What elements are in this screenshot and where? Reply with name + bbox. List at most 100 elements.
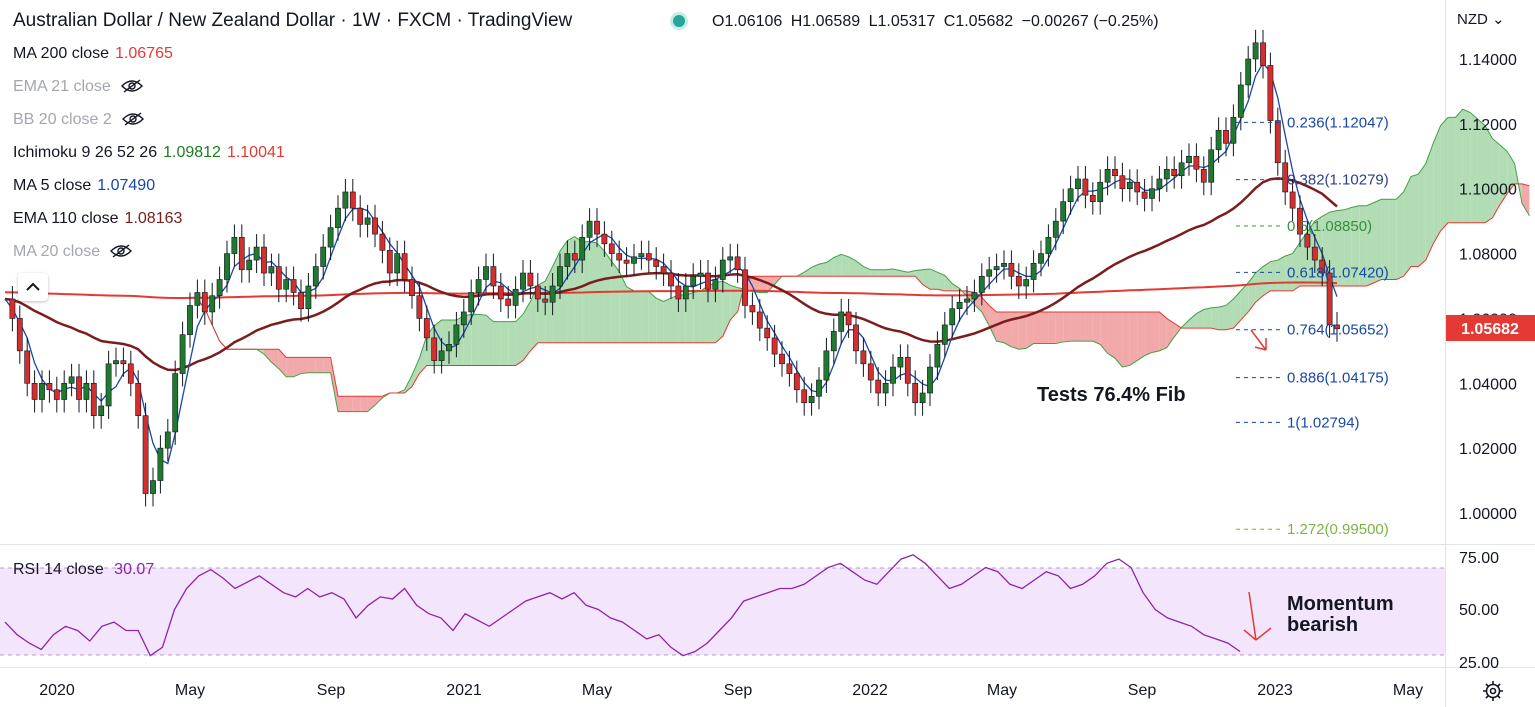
candle-body: [1304, 233, 1311, 248]
kumo-segment: [493, 321, 501, 366]
kumo-segment: [826, 257, 834, 277]
candle-body: [779, 353, 785, 365]
kumo-segment: [730, 285, 738, 321]
kumo-segment: [1396, 191, 1404, 280]
candle-body: [423, 318, 430, 339]
legend-item[interactable]: MA 20 close: [13, 243, 133, 261]
candle-body: [697, 272, 704, 277]
senkou-span-b: [197, 183, 1530, 397]
legend-item[interactable]: MA 200 close 1.06765: [13, 45, 173, 63]
kumo-segment: [604, 251, 612, 343]
legend-label: MA 200 close: [13, 45, 110, 62]
candle-body: [76, 376, 82, 400]
candle-body: [830, 331, 837, 352]
legend-item[interactable]: MA 5 close 1.07490: [13, 177, 155, 195]
candle-body: [416, 295, 423, 319]
time-tick-label: May: [1393, 682, 1423, 699]
kumo-segment: [463, 314, 472, 366]
kumo-segment: [308, 357, 316, 373]
candle-body: [1067, 188, 1074, 202]
rsi-legend[interactable]: RSI 14 close 30.07: [13, 561, 154, 579]
kumo-segment: [693, 290, 701, 343]
kumo-segment: [885, 268, 893, 277]
legend-value: 1.06765: [115, 45, 173, 62]
candle-body: [105, 363, 112, 407]
rsi-tick-label: 50.00: [1459, 602, 1499, 619]
candle-body: [542, 298, 549, 303]
kumo-segment: [708, 282, 716, 343]
kumo-segment: [345, 396, 353, 412]
candle-body: [1030, 262, 1037, 280]
rsi-tick-label: 25.00: [1459, 655, 1499, 672]
candle-body: [867, 363, 874, 381]
kumo-segment: [930, 268, 938, 290]
candle-body: [645, 253, 652, 261]
kumo-segment: [1344, 207, 1352, 286]
kumo-segment: [1144, 311, 1152, 356]
candle-body: [534, 285, 541, 300]
eye-off-icon[interactable]: [121, 112, 144, 126]
kumo-segment: [515, 314, 523, 366]
legend-item[interactable]: BB 20 close 2: [13, 111, 144, 129]
candle-body: [120, 360, 127, 365]
candle-body: [142, 415, 149, 494]
fib-label: 0.382(1.10279): [1287, 172, 1389, 189]
kumo-segment: [981, 297, 990, 326]
collapse-legend-button[interactable]: [18, 273, 48, 301]
kumo-segment: [1337, 209, 1345, 286]
candle-body: [194, 292, 201, 306]
kumo-segment: [856, 260, 864, 277]
candle-body: [201, 292, 208, 313]
candle-body: [793, 373, 800, 391]
candle-body: [601, 233, 608, 245]
kumo-segment: [1100, 311, 1108, 354]
kumo-segment: [611, 261, 620, 343]
eye-off-icon[interactable]: [110, 244, 133, 258]
candle-body: [520, 272, 526, 290]
kumo-segment: [656, 298, 664, 343]
candle-body: [16, 318, 23, 352]
kumo-segment: [1159, 311, 1167, 351]
candle-body: [1089, 194, 1096, 202]
candle-body: [882, 382, 889, 394]
kumo-segment: [1292, 242, 1300, 291]
candle-body: [409, 279, 415, 297]
kumo-segment: [1425, 143, 1434, 261]
candle-body: [1193, 155, 1200, 170]
candle-body: [90, 382, 97, 417]
kumo-segment: [1418, 163, 1426, 267]
kumo-segment: [293, 357, 301, 377]
candle-body: [690, 275, 697, 287]
candle-body: [986, 269, 993, 277]
time-tick-label: Sep: [724, 682, 753, 699]
legend-item[interactable]: EMA 21 close: [13, 78, 143, 96]
kumo-segment: [870, 269, 879, 277]
candle-body: [1082, 178, 1089, 196]
time-tick-label: May: [175, 682, 205, 699]
legend-item[interactable]: Ichimoku 9 26 52 26 1.09812 1.10041: [13, 144, 285, 162]
kumo-segment: [848, 256, 856, 277]
momentum-annotation-1: Momentum: [1287, 593, 1394, 615]
momentum-annotation-2: bearish: [1287, 614, 1359, 636]
candle-body: [964, 298, 970, 303]
candle-body: [764, 327, 771, 339]
legend-label: MA 5 close: [13, 177, 92, 194]
candle-body: [39, 382, 45, 400]
candle-body: [749, 305, 756, 313]
candle-body: [386, 250, 393, 274]
kumo-segment: [1233, 290, 1241, 329]
candle-body: [734, 256, 741, 271]
legend-item[interactable]: EMA 110 close 1.08163: [13, 210, 182, 228]
gear-icon[interactable]: [1481, 679, 1505, 703]
down-arrow-price: [1250, 329, 1267, 351]
candle-body: [305, 285, 312, 310]
candle-body: [1186, 155, 1192, 164]
currency-selector[interactable]: NZD ⌄: [1457, 10, 1505, 28]
eye-off-icon[interactable]: [120, 79, 143, 93]
candle-body: [83, 382, 90, 400]
kumo-segment: [648, 291, 657, 343]
legend-label: Ichimoku 9 26 52 26: [13, 144, 158, 161]
rsi-band: [0, 568, 1445, 655]
kumo-segment: [1011, 311, 1019, 350]
